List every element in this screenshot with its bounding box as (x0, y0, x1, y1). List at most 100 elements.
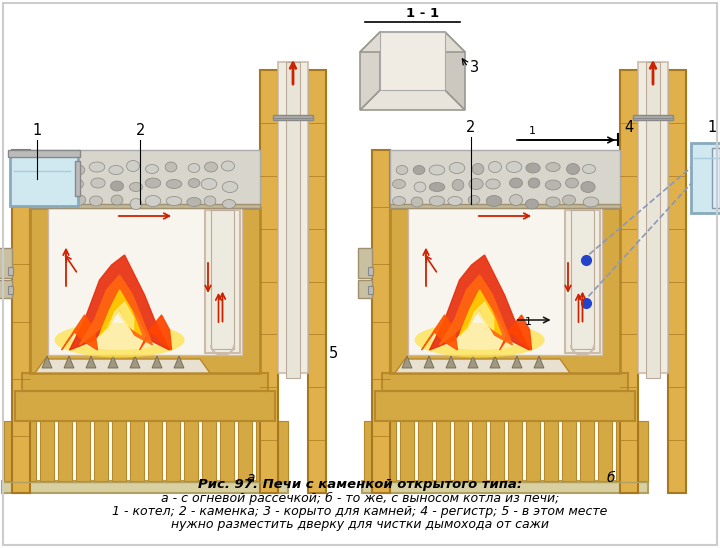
Text: нужно разместить дверку для чистки дымохода от сажи: нужно разместить дверку для чистки дымох… (171, 518, 549, 531)
Polygon shape (424, 356, 434, 368)
Ellipse shape (91, 178, 105, 188)
Text: 1 - котел; 2 - каменка; 3 - корыто для камней; 4 - регистр; 5 - в этом месте: 1 - котел; 2 - каменка; 3 - корыто для к… (112, 505, 608, 518)
Ellipse shape (89, 196, 102, 206)
Bar (278, 62, 308, 373)
Bar (30, 150, 260, 208)
Ellipse shape (130, 198, 142, 209)
Bar (571, 210, 594, 349)
Polygon shape (500, 315, 531, 350)
Ellipse shape (89, 162, 105, 172)
Bar (22, 373, 268, 391)
Ellipse shape (510, 178, 523, 188)
Ellipse shape (488, 162, 502, 173)
Polygon shape (64, 356, 74, 368)
Ellipse shape (111, 195, 123, 205)
Ellipse shape (204, 196, 216, 206)
Ellipse shape (201, 179, 217, 190)
Polygon shape (459, 290, 502, 335)
Ellipse shape (204, 162, 217, 172)
Polygon shape (70, 255, 169, 350)
Text: а - с огневой рассечкой; б - то же, с выносом котла из печи;: а - с огневой рассечкой; б - то же, с вы… (161, 492, 559, 505)
Bar (454, 421, 468, 481)
Bar (646, 62, 660, 378)
Bar (40, 421, 54, 481)
Text: б: б (606, 471, 615, 485)
Ellipse shape (526, 199, 539, 209)
Polygon shape (421, 315, 457, 350)
Bar (58, 421, 72, 481)
Ellipse shape (583, 197, 599, 207)
Bar (364, 421, 378, 481)
Bar (130, 421, 144, 481)
Ellipse shape (127, 161, 140, 172)
Bar (0, 280, 12, 298)
Bar (436, 421, 450, 481)
Bar (418, 421, 432, 481)
Text: Рис. 97. Печи с каменкой открытого типа:: Рис. 97. Печи с каменкой открытого типа: (198, 478, 522, 491)
Ellipse shape (546, 163, 560, 172)
Bar (8, 267, 13, 275)
Polygon shape (174, 356, 184, 368)
Ellipse shape (449, 163, 465, 174)
Bar (390, 204, 620, 208)
Polygon shape (35, 359, 210, 373)
Ellipse shape (448, 197, 462, 206)
Bar (75, 161, 80, 196)
Ellipse shape (34, 179, 48, 190)
Ellipse shape (411, 197, 423, 207)
Ellipse shape (486, 196, 502, 207)
Bar (30, 208, 260, 373)
Ellipse shape (69, 164, 85, 175)
Text: 1: 1 (529, 126, 536, 136)
Polygon shape (360, 32, 380, 110)
Bar (22, 421, 36, 481)
Ellipse shape (222, 161, 235, 171)
Bar (8, 150, 80, 157)
Polygon shape (140, 315, 171, 350)
Bar (15, 391, 275, 421)
Bar (382, 373, 628, 391)
Bar (94, 421, 108, 481)
Bar (544, 421, 558, 481)
Bar (368, 267, 373, 275)
Ellipse shape (396, 165, 408, 174)
Bar (220, 421, 234, 481)
Ellipse shape (582, 164, 595, 174)
Bar (4, 421, 18, 481)
Text: 1: 1 (707, 120, 716, 135)
Ellipse shape (188, 163, 200, 173)
Ellipse shape (452, 180, 464, 191)
Polygon shape (61, 315, 97, 350)
Ellipse shape (222, 181, 238, 192)
Bar (598, 421, 612, 481)
Bar (286, 62, 300, 378)
Bar (368, 286, 373, 294)
Bar (112, 421, 126, 481)
Polygon shape (380, 32, 445, 90)
Ellipse shape (166, 180, 181, 189)
Text: 3: 3 (470, 60, 479, 75)
Text: 5: 5 (329, 345, 338, 361)
Ellipse shape (54, 197, 68, 208)
Bar (211, 210, 234, 349)
Ellipse shape (430, 322, 529, 350)
Ellipse shape (166, 197, 181, 206)
Bar (8, 286, 13, 294)
Ellipse shape (414, 182, 426, 192)
Ellipse shape (70, 322, 169, 350)
Ellipse shape (567, 163, 580, 174)
Ellipse shape (109, 165, 123, 174)
Ellipse shape (545, 180, 561, 190)
Text: 2: 2 (466, 120, 475, 135)
Ellipse shape (506, 162, 522, 173)
Ellipse shape (55, 323, 184, 357)
Ellipse shape (34, 195, 48, 206)
Polygon shape (152, 356, 162, 368)
Bar (358, 248, 372, 278)
Polygon shape (512, 356, 522, 368)
Ellipse shape (71, 179, 84, 189)
Polygon shape (86, 356, 96, 368)
Bar (638, 62, 668, 373)
Bar (565, 210, 600, 353)
Bar (490, 421, 504, 481)
